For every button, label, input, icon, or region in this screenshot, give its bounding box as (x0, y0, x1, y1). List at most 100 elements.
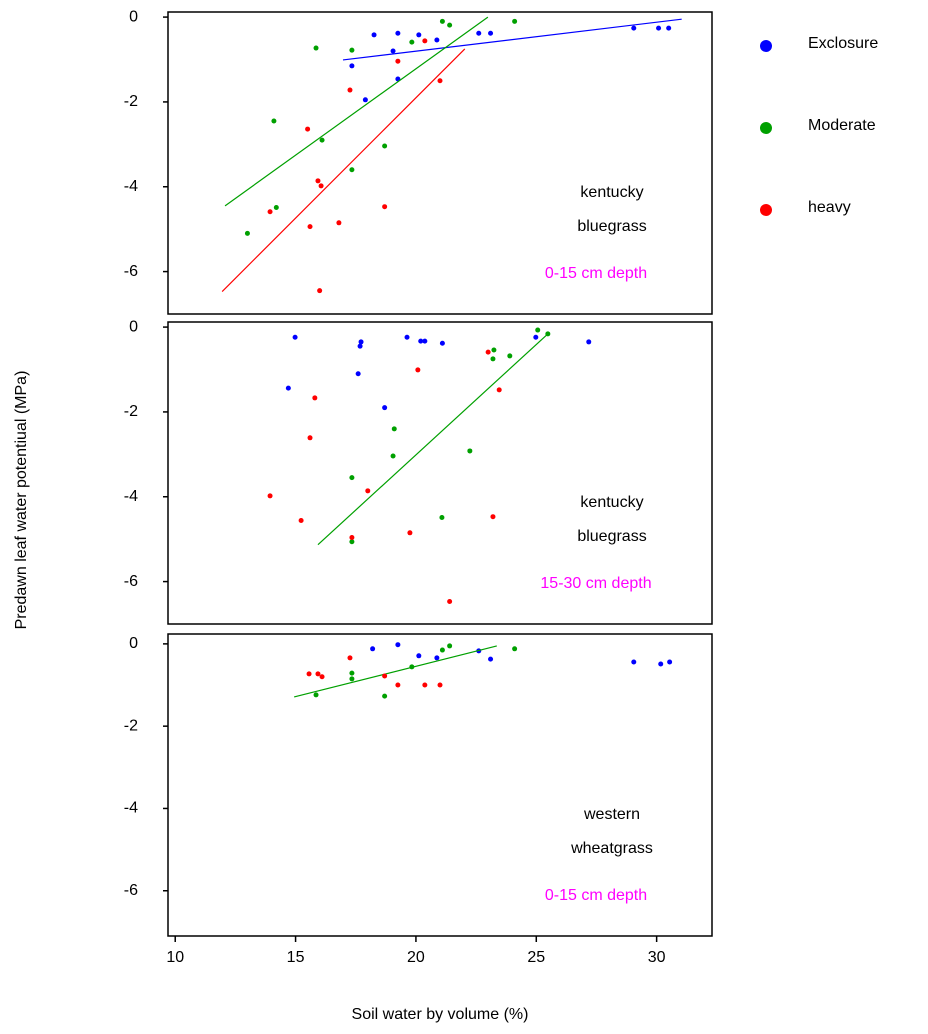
data-point (488, 656, 494, 662)
data-point (349, 167, 355, 173)
data-point (349, 534, 355, 540)
depth-label: 15-30 cm depth (540, 575, 651, 592)
y-tick-label: 0 (129, 318, 138, 335)
data-point (535, 327, 541, 333)
data-point (371, 32, 377, 38)
data-point (349, 670, 355, 676)
data-point (317, 288, 323, 294)
data-point (319, 137, 325, 143)
data-point (357, 343, 363, 349)
legend-marker (760, 40, 772, 52)
data-point (437, 682, 443, 688)
legend-label: heavy (808, 199, 851, 216)
x-tick-label: 25 (527, 949, 545, 966)
data-point (631, 659, 637, 665)
data-point (382, 143, 388, 149)
data-point (382, 693, 388, 699)
data-point (382, 405, 388, 411)
data-point (545, 331, 551, 337)
data-point (447, 599, 453, 605)
data-point (507, 353, 513, 359)
data-point (439, 515, 445, 521)
data-point (490, 356, 496, 362)
data-point (409, 39, 415, 45)
data-point (409, 664, 415, 670)
data-point (315, 178, 321, 184)
data-point (298, 518, 304, 524)
data-point (395, 58, 401, 64)
y-tick-label: 0 (129, 8, 138, 25)
data-point (418, 338, 424, 344)
data-point (491, 347, 497, 353)
data-point (439, 647, 445, 653)
data-point (390, 453, 396, 459)
data-point (349, 475, 355, 481)
x-tick-label: 10 (166, 949, 184, 966)
legend-label: Exclosure (808, 35, 878, 52)
y-axis-label: Predawn leaf water potentiual (MPa) (13, 371, 30, 630)
data-point (349, 47, 355, 53)
data-point (490, 514, 496, 520)
y-tick-label: -2 (124, 403, 138, 420)
plot-frame (167, 11, 713, 315)
data-point (267, 209, 273, 215)
y-tick-label: -6 (124, 573, 138, 590)
data-point (422, 38, 428, 44)
fit-line (224, 16, 489, 207)
data-point (349, 539, 355, 545)
data-point (285, 385, 291, 391)
y-tick-label: -4 (124, 178, 138, 195)
y-tick-label: -2 (124, 93, 138, 110)
data-point (416, 32, 422, 38)
data-point (319, 674, 325, 680)
data-point (416, 653, 422, 659)
data-point (437, 78, 443, 84)
data-point (358, 339, 364, 345)
data-point (370, 646, 376, 652)
y-tick-label: 0 (129, 635, 138, 652)
data-point (422, 338, 428, 344)
data-point (271, 118, 277, 124)
depth-label: 0-15 cm depth (545, 887, 647, 904)
data-point (347, 87, 353, 93)
data-point (382, 204, 388, 210)
data-point (349, 63, 355, 69)
fit-line (221, 48, 466, 292)
data-point (395, 682, 401, 688)
data-point (362, 97, 368, 103)
data-point (336, 220, 342, 226)
data-point (656, 25, 662, 31)
data-point (292, 334, 298, 340)
data-point (658, 661, 664, 667)
data-point (313, 45, 319, 51)
x-tick-label: 30 (648, 949, 666, 966)
fit-line (293, 645, 497, 698)
y-tick-label: -6 (124, 882, 138, 899)
data-point (365, 488, 371, 494)
data-point (415, 367, 421, 373)
y-tick-label: -4 (124, 488, 138, 505)
data-point (488, 30, 494, 36)
data-point (496, 387, 502, 393)
data-point (390, 48, 396, 54)
data-point (485, 349, 491, 355)
data-point (349, 676, 355, 682)
data-point (307, 435, 313, 441)
fit-line (342, 18, 682, 61)
data-point (447, 643, 453, 649)
data-point (315, 671, 321, 677)
panel-annotation: kentucky (580, 494, 643, 511)
data-point (307, 224, 313, 230)
x-tick-label: 15 (287, 949, 305, 966)
y-tick-label: -2 (124, 717, 138, 734)
panel-annotation: bluegrass (577, 218, 646, 235)
data-point (666, 25, 672, 31)
data-point (512, 646, 518, 652)
data-point (422, 682, 428, 688)
x-axis-label: Soil water by volume (%) (352, 1006, 529, 1023)
data-point (313, 692, 319, 698)
data-point (407, 530, 413, 536)
plot-frame (167, 633, 713, 937)
data-point (273, 205, 279, 211)
